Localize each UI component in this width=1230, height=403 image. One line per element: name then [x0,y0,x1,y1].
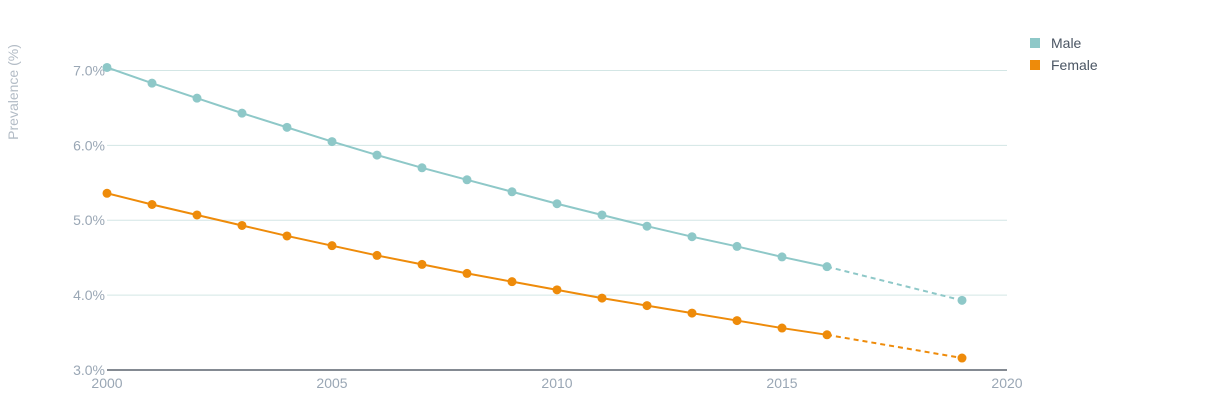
grid-lines [107,69,1007,296]
data-point-male [462,175,472,185]
projected-point-male [957,295,967,305]
projection-line-female [826,333,963,360]
x-tick-labels: 2000 2005 2010 2015 2020 [91,375,1022,391]
series-female [102,188,967,363]
data-point-female [327,241,337,251]
data-point-male [822,262,832,272]
data-point-female [102,188,112,198]
x-tick-label: 2015 [766,375,797,391]
data-point-male [507,187,517,197]
data-point-female [552,285,562,295]
data-point-female [822,330,832,340]
data-point-male [687,232,697,242]
data-point-female [237,220,247,230]
y-axis-title: Prevalence (%) [5,44,21,140]
data-point-female [372,250,382,260]
y-tick-label: 6.0% [73,137,105,153]
data-point-male [147,78,157,88]
data-point-female [777,323,787,333]
series-layer [102,62,967,363]
legend-swatch [1030,60,1040,70]
data-point-male [597,210,607,220]
data-point-male [192,93,202,103]
y-tick-label: 5.0% [73,212,105,228]
data-point-male [417,163,427,173]
y-tick-labels: 3.0% 4.0% 5.0% 6.0% 7.0% [73,62,105,378]
data-point-female [282,231,292,241]
data-point-male [102,62,112,72]
x-tick-label: 2020 [991,375,1022,391]
data-point-male [552,199,562,209]
x-tick-label: 2010 [541,375,572,391]
data-point-female [147,199,157,209]
data-point-female [687,308,697,318]
legend-item-male: Male [1030,35,1082,51]
x-tick-label: 2005 [316,375,347,391]
legend-swatch [1030,38,1040,48]
series-male [102,62,967,305]
series-line-female [106,192,828,336]
data-point-male [327,137,337,147]
data-point-male [777,252,787,262]
projected-point-female [957,353,967,363]
data-point-male [282,122,292,132]
data-point-female [597,293,607,303]
series-line-male [106,66,828,268]
data-point-female [732,316,742,326]
data-point-female [417,259,427,269]
y-tick-label: 7.0% [73,62,105,78]
data-point-male [732,241,742,251]
data-point-male [237,108,247,118]
data-point-female [462,268,472,278]
legend-item-female: Female [1030,57,1098,73]
data-point-male [642,221,652,231]
legend-label: Female [1051,57,1098,73]
y-tick-label: 4.0% [73,287,105,303]
legend-label: Male [1051,35,1082,51]
y-tick-label: 3.0% [73,362,105,378]
data-point-female [192,210,202,220]
data-point-male [372,150,382,160]
data-point-female [507,277,517,287]
data-point-female [642,301,652,311]
x-tick-label: 2000 [91,375,122,391]
legend: Male Female [1030,35,1098,73]
